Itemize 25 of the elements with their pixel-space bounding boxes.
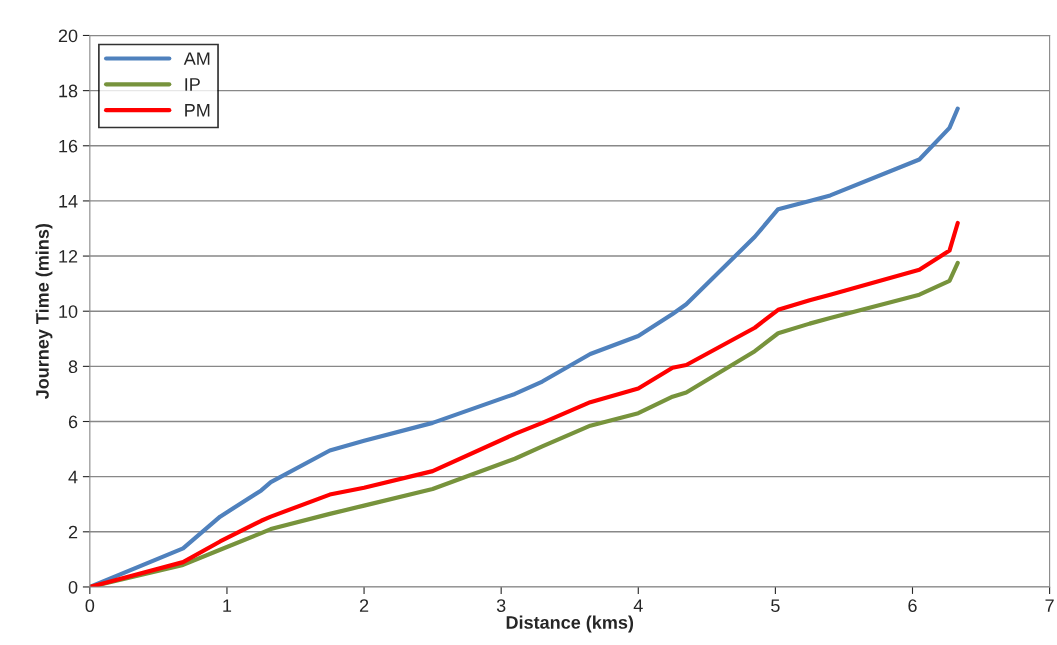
legend-label: AM xyxy=(183,52,210,65)
y-tick-label: 4 xyxy=(68,470,78,484)
legend-label: PM xyxy=(185,104,210,117)
y-axis-title: Journey Time (mins) xyxy=(35,223,53,400)
x-tick-label: 1 xyxy=(223,599,232,612)
y-tick-label: 14 xyxy=(59,195,78,208)
x-axis-title: Distance (kms) xyxy=(506,615,634,633)
y-tick-label: 16 xyxy=(59,139,78,153)
x-tick-label: 3 xyxy=(496,599,506,613)
y-tick-label: 6 xyxy=(68,415,78,429)
y-tick-label: 8 xyxy=(68,360,78,374)
x-tick-label: 7 xyxy=(1045,599,1054,612)
line-series xyxy=(89,106,960,587)
y-tick-label: 10 xyxy=(59,305,78,318)
y-tick-label: 12 xyxy=(59,250,78,263)
y-tick-label: 18 xyxy=(59,84,78,98)
y-tick-label: 2 xyxy=(68,525,78,539)
x-tick-label: 4 xyxy=(633,599,643,612)
y-tick-label: 0 xyxy=(68,580,78,594)
x-tick-label: 5 xyxy=(771,599,780,613)
x-tick-label: 0 xyxy=(85,599,95,613)
x-tick-label: 2 xyxy=(359,599,369,612)
y-tick-label: 20 xyxy=(58,29,78,43)
x-tick-label: 6 xyxy=(908,599,917,613)
legend-label: IP xyxy=(185,78,200,91)
